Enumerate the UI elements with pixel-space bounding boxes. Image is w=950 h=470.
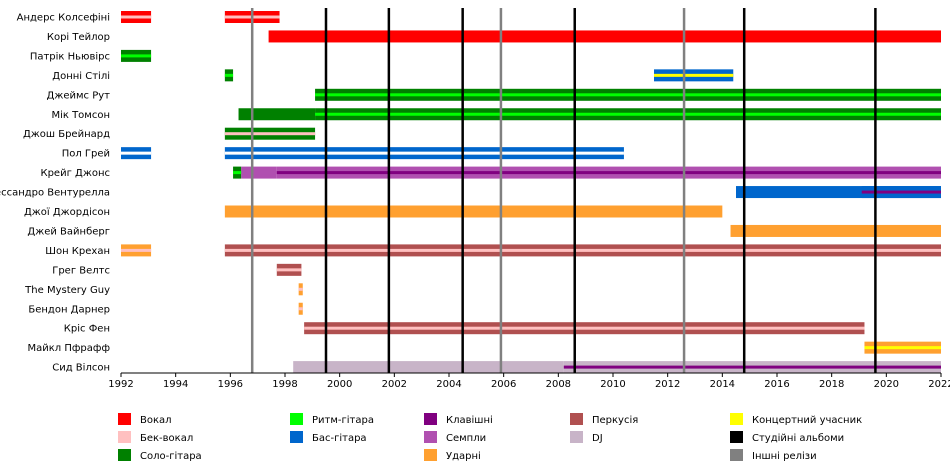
legend-label: Бас-гітара	[312, 432, 367, 444]
member-label: Пол Грей	[62, 149, 110, 160]
member-bar	[293, 361, 564, 374]
member-bars	[121, 11, 942, 374]
x-tick-label: 2010	[600, 379, 625, 390]
member-bar-stripe	[861, 190, 941, 194]
legend-swatch	[424, 413, 437, 425]
member-bar-stripe	[224, 248, 941, 252]
legend: Вокал Бек-вокал Соло-гітара Ритм-гітара Бас-…	[118, 413, 862, 462]
member-label: Корі Тейлор	[47, 31, 110, 43]
x-tick-label: 2014	[710, 379, 735, 390]
member-bar	[730, 224, 941, 237]
member-label: Патрік Ньювірс	[30, 50, 110, 62]
x-tick-label: 2000	[327, 379, 352, 390]
x-tick-label: 2018	[819, 379, 844, 390]
x-axis: 1992 1994 1996 1998 2000 2002 2004 2006 2008 2010…	[108, 372, 950, 390]
member-bar-stripe	[298, 287, 303, 291]
legend-label: Іншні релізи	[752, 450, 817, 462]
legend-swatch	[730, 431, 743, 443]
x-tick-label: 2012	[655, 379, 680, 390]
x-tick-label: 2022	[928, 379, 950, 390]
legend-swatch	[424, 431, 437, 443]
legend-swatch	[424, 449, 437, 461]
member-label: Крейг Джонс	[40, 168, 110, 179]
legend-swatch	[118, 431, 131, 443]
member-bar-stripe	[121, 54, 152, 58]
legend-swatch	[290, 413, 303, 425]
x-tick-label: 2016	[764, 379, 789, 390]
legend-label: Концертний учасник	[752, 415, 862, 426]
legend-swatch	[570, 413, 583, 425]
member-bar-stripe	[121, 151, 152, 155]
legend-swatch	[118, 413, 131, 425]
x-tick-label: 1998	[272, 379, 297, 390]
member-label: Джої Джордісон	[24, 206, 110, 218]
legend-label: Семпли	[446, 433, 486, 444]
member-bar	[224, 205, 723, 218]
member-label: Сид Вілсон	[52, 362, 110, 374]
legend-label: Ритм-гітара	[312, 414, 374, 426]
legend-label: Бек-вокал	[140, 433, 193, 444]
member-bar-stripe	[654, 73, 734, 77]
member-labels: Андерс Колсефіні Корі Тейлор Патрік Ньювір…	[0, 12, 110, 374]
member-label: Грег Велтс	[52, 265, 110, 276]
member-bar-stripe	[224, 132, 316, 136]
member-label: Алессандро Вентурелла	[0, 188, 110, 199]
legend-label: Соло-гітара	[140, 450, 202, 462]
x-tick-label: 1992	[108, 379, 133, 390]
member-label: Бендон Дарнер	[28, 304, 110, 315]
x-tick-label: 1996	[218, 379, 243, 390]
member-bar-stripe	[298, 307, 303, 311]
member-label: The Mystery Guy	[24, 285, 110, 296]
legend-swatch	[730, 413, 743, 425]
x-tick-label: 2002	[382, 379, 407, 390]
legend-swatch	[118, 449, 131, 461]
legend-label: DJ	[592, 433, 603, 444]
member-label: Донні Стілі	[52, 70, 110, 82]
member-label: Джош Брейнард	[23, 129, 110, 140]
legend-label: Студійні альбоми	[752, 432, 844, 444]
legend-swatch	[730, 449, 743, 461]
member-label: Шон Крехан	[45, 246, 110, 257]
member-bar-stripe	[121, 15, 152, 19]
release-lines	[250, 8, 877, 373]
member-bar-stripe	[315, 93, 942, 97]
x-tick-label: 2020	[874, 379, 899, 390]
member-label: Джей Вайнберг	[27, 226, 110, 237]
legend-label: Перкусія	[592, 414, 638, 426]
member-label: Кріс Фен	[64, 323, 110, 335]
member-bar-stripe	[315, 112, 942, 116]
member-bar-stripe	[233, 171, 242, 175]
legend-label: Вокал	[140, 415, 172, 426]
member-label: Джеймс Рут	[47, 90, 111, 101]
x-tick-label: 1994	[163, 379, 188, 390]
x-tick-label: 2006	[491, 379, 516, 390]
legend-label: Ударні	[446, 450, 481, 462]
member-label: Андерс Колсефіні	[17, 12, 110, 24]
legend-label: Клавішні	[446, 414, 493, 426]
member-bar-stripe	[121, 248, 152, 252]
member-bar-stripe	[276, 171, 941, 175]
member-bar	[238, 108, 316, 121]
legend-swatch	[570, 431, 583, 443]
member-label: Мік Томсон	[51, 109, 110, 121]
member-bar-stripe	[224, 151, 624, 155]
x-tick-label: 2004	[436, 379, 461, 390]
member-bar-stripe	[864, 346, 941, 350]
x-tick-label: 2008	[546, 379, 571, 390]
member-bar-stripe	[304, 326, 865, 330]
legend-swatch	[290, 431, 303, 443]
member-bar-stripe	[224, 73, 234, 77]
member-bar	[241, 166, 277, 179]
member-bar-stripe	[276, 268, 302, 272]
member-bar	[268, 30, 942, 43]
member-bar-stripe	[563, 365, 941, 369]
member-label: Майкл Пфрафф	[27, 343, 110, 354]
